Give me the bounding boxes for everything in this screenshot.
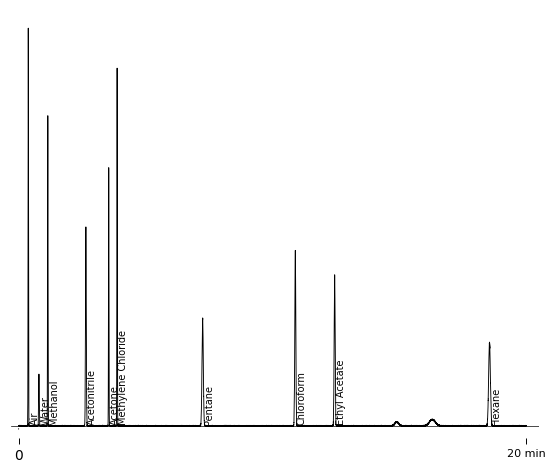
Text: Ethyl Acetate: Ethyl Acetate: [336, 359, 346, 424]
Text: Water: Water: [40, 395, 50, 424]
Text: Pentane: Pentane: [205, 384, 214, 424]
Text: Acetonitrile: Acetonitrile: [87, 368, 97, 424]
Text: Acetone: Acetone: [110, 384, 120, 424]
Text: Air: Air: [30, 411, 40, 424]
Text: Chloroform: Chloroform: [296, 370, 306, 424]
Text: Methanol: Methanol: [49, 378, 59, 424]
Text: Hexane: Hexane: [491, 387, 501, 424]
Text: 20 min: 20 min: [507, 448, 546, 458]
Text: Methylene Chloride: Methylene Chloride: [118, 329, 128, 424]
